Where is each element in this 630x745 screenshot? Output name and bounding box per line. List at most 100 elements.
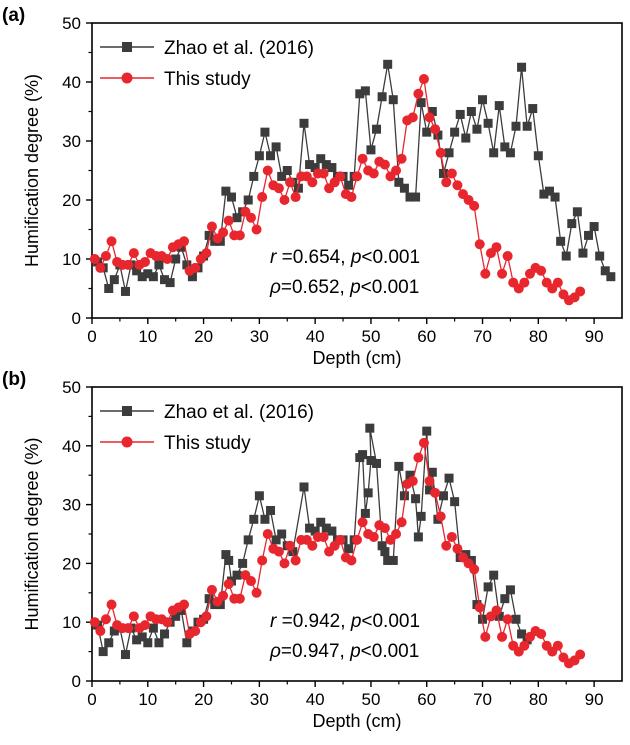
- data-point-square: [224, 555, 234, 565]
- data-point-circle: [396, 153, 407, 164]
- data-point-square: [355, 89, 365, 99]
- data-point-circle: [474, 602, 485, 613]
- data-point-circle: [536, 628, 547, 639]
- data-point-square: [171, 611, 181, 621]
- data-point-square: [143, 638, 153, 648]
- stats-spearman: ρ=0.652, p<0.001: [269, 277, 419, 298]
- legend-marker-square: [122, 42, 132, 52]
- data-point-square: [455, 109, 465, 119]
- data-point-circle: [218, 590, 229, 601]
- data-point-circle: [246, 576, 256, 587]
- data-point-circle: [201, 248, 212, 259]
- data-point-square: [143, 269, 153, 279]
- data-point-circle: [246, 212, 256, 223]
- y-tick-label: 30: [62, 132, 81, 151]
- data-point-square: [427, 467, 437, 477]
- data-point-square: [344, 544, 354, 554]
- data-point-square: [372, 458, 382, 468]
- data-point-circle: [190, 626, 201, 637]
- data-point-circle: [469, 564, 480, 575]
- data-point-square: [472, 124, 482, 134]
- data-point-circle: [424, 112, 435, 123]
- data-point-circle: [391, 165, 402, 176]
- data-point-circle: [446, 168, 457, 179]
- data-point-circle: [413, 452, 424, 463]
- panel-label: (a): [2, 5, 25, 26]
- y-tick-label: 10: [62, 250, 81, 269]
- data-point-square: [254, 491, 264, 501]
- data-point-circle: [368, 531, 379, 542]
- data-point-square: [148, 623, 158, 633]
- stats-pearson: r =0.942, p<0.001: [270, 611, 420, 632]
- data-point-square: [310, 163, 320, 173]
- data-point-square: [425, 485, 435, 495]
- data-point-square: [271, 535, 281, 545]
- data-point-square: [132, 635, 142, 645]
- data-point-square: [606, 272, 616, 282]
- data-point-circle: [430, 124, 441, 135]
- data-point-square: [383, 59, 393, 69]
- data-point-square: [461, 133, 471, 143]
- data-point-square: [505, 585, 515, 595]
- x-tick-label: 90: [585, 327, 604, 346]
- data-point-circle: [206, 221, 217, 232]
- x-tick-label: 60: [417, 327, 436, 346]
- data-point-circle: [474, 239, 485, 250]
- data-point-square: [433, 130, 443, 140]
- data-point-square: [450, 127, 460, 137]
- data-point-circle: [285, 540, 296, 551]
- data-point-square: [360, 86, 370, 96]
- data-point-circle: [279, 558, 290, 569]
- y-tick-label: 50: [62, 14, 81, 33]
- data-point-square: [344, 180, 354, 190]
- data-point-square: [221, 550, 231, 560]
- data-point-circle: [357, 153, 368, 164]
- data-point-square: [528, 104, 538, 114]
- data-point-square: [282, 166, 292, 175]
- data-point-circle: [441, 540, 452, 551]
- x-tick-label: 80: [529, 327, 548, 346]
- data-point-circle: [519, 277, 530, 288]
- data-point-square: [171, 254, 181, 264]
- x-tick-label: 30: [250, 690, 269, 709]
- y-tick-label: 50: [62, 378, 81, 397]
- data-point-square: [478, 95, 488, 105]
- y-tick-label: 20: [62, 191, 81, 210]
- data-point-circle: [469, 200, 480, 211]
- data-point-circle: [413, 88, 424, 99]
- data-point-square: [567, 219, 577, 229]
- data-point-square: [299, 118, 309, 128]
- data-point-circle: [346, 192, 357, 203]
- data-point-square: [148, 272, 158, 282]
- data-point-circle: [407, 112, 418, 123]
- data-point-circle: [201, 611, 212, 622]
- panel-a: 0 10 20 30 40 50 60 70 80 90 0 10 20 30 40 50 Depth (cm)…: [2, 5, 623, 368]
- data-point-square: [232, 570, 242, 580]
- data-point-circle: [251, 587, 262, 598]
- y-axis-label: Humification degree (%): [22, 74, 42, 267]
- data-point-square: [316, 154, 326, 164]
- data-point-square: [109, 275, 119, 285]
- data-point-square: [277, 529, 287, 539]
- data-point-square: [517, 62, 527, 72]
- legend-marker-circle: [121, 436, 133, 448]
- data-point-circle: [497, 631, 508, 642]
- data-point-circle: [491, 605, 502, 616]
- y-tick-label: 40: [62, 73, 81, 92]
- legend-label: This study: [164, 69, 251, 90]
- data-point-circle: [279, 195, 290, 205]
- data-point-circle: [290, 192, 301, 203]
- data-point-circle: [89, 254, 100, 264]
- y-tick-label: 10: [62, 613, 81, 632]
- data-point-square: [154, 260, 164, 270]
- data-point-square: [494, 101, 504, 111]
- y-tick-label: 20: [62, 554, 81, 573]
- series-this-study: [89, 74, 586, 306]
- data-point-square: [388, 555, 398, 565]
- data-point-square: [154, 638, 164, 648]
- legend-label: This study: [164, 433, 251, 454]
- x-axis-label: Depth (cm): [312, 711, 401, 731]
- data-point-square: [500, 142, 510, 152]
- data-point-square: [165, 278, 175, 288]
